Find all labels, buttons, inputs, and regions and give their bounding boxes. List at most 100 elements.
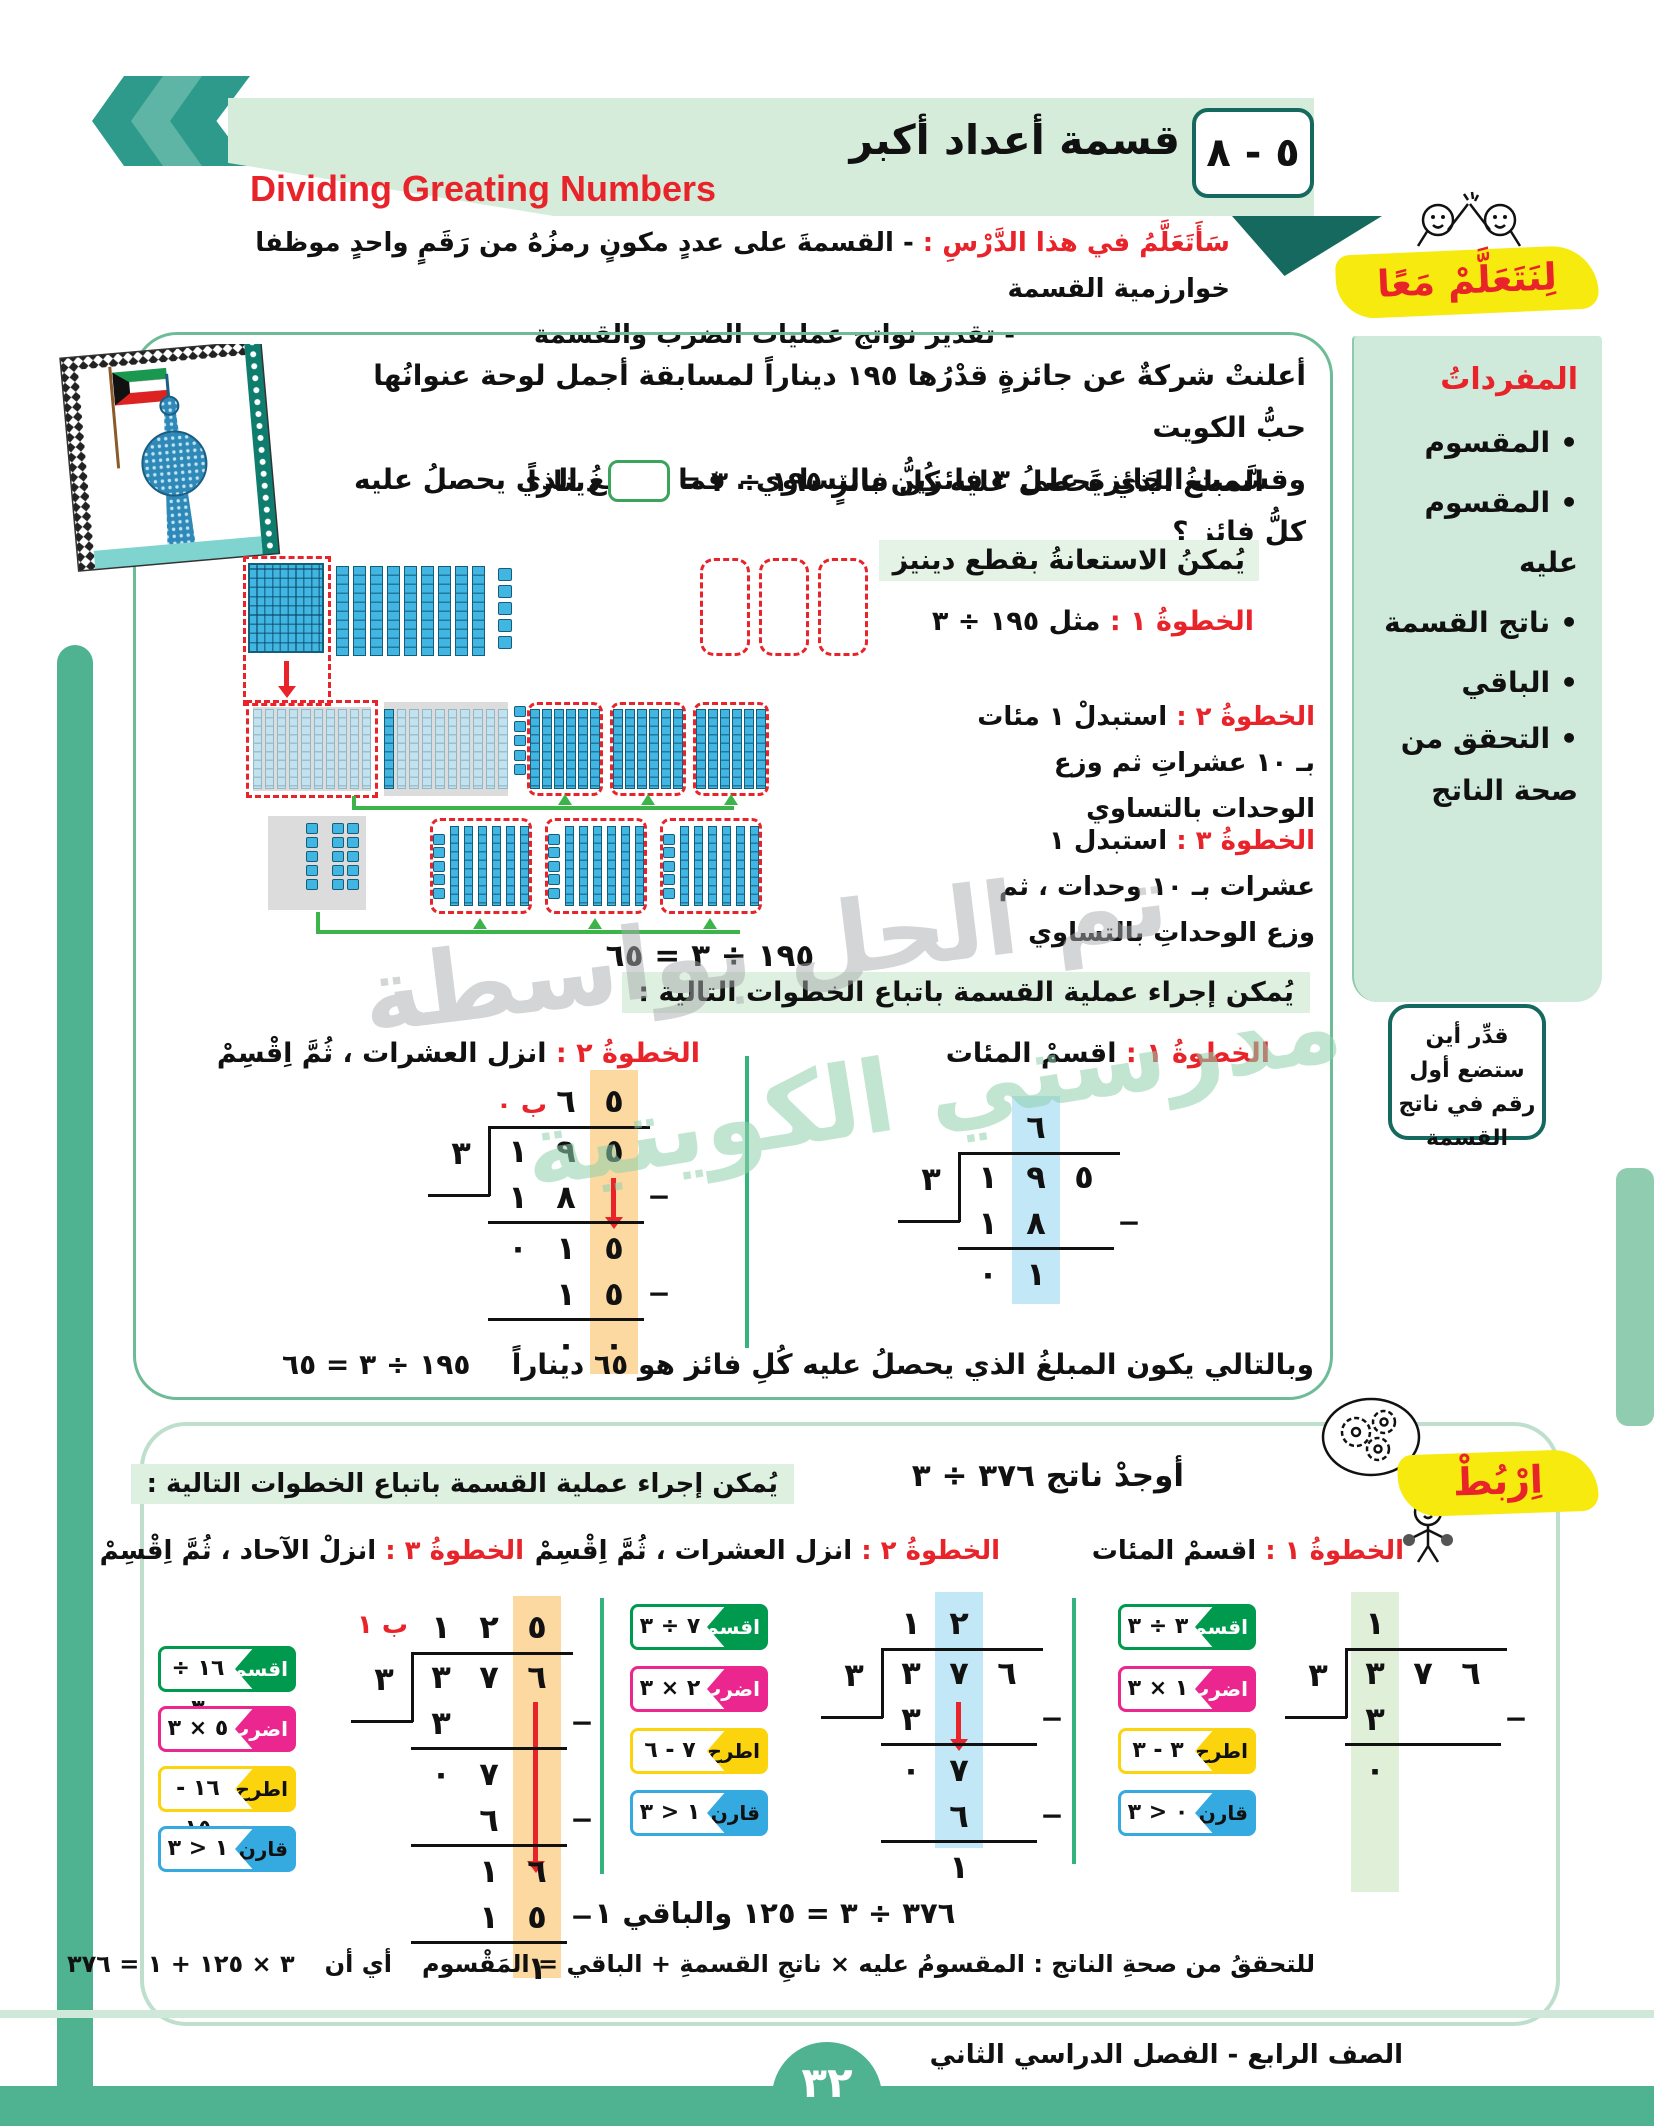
digit xyxy=(1399,1598,1447,1648)
units-cluster xyxy=(433,833,445,899)
divisor: ٣ xyxy=(374,1660,394,1698)
unit-cube xyxy=(347,823,359,834)
up-arrow-icon xyxy=(473,918,487,929)
footer-text: الصف الرابع - الفصل الدراسي الثاني xyxy=(929,2040,1403,2070)
minus-sign: − xyxy=(647,1180,671,1213)
vocab-item: •التحقق من صحة الناتج xyxy=(1400,722,1578,807)
problem-line-2: وقسَّمت الجَائزةَ على ٣ فائزين بالتساوي … xyxy=(354,463,1306,548)
vocab-item: •المقسوم xyxy=(1424,426,1578,459)
lesson-number-box: ٥ - ٨ xyxy=(1192,108,1314,198)
step-tag-compare: ١ < ٣ قارن xyxy=(158,1826,296,1872)
ten-rod xyxy=(498,709,509,789)
ten-rod xyxy=(404,566,417,656)
unit-cube xyxy=(663,874,675,885)
highlight-column xyxy=(1351,1592,1399,1892)
tip-text: قدِّر أين ستضع أول رقم في ناتج القسمة xyxy=(1398,1024,1536,1152)
check-connector: أي أن xyxy=(324,1950,392,1978)
ten-rod xyxy=(438,566,451,656)
blocks-step-3: الخطوةُ ٣ : استبدل ١ عشرات بـ ١٠ وحدات ،… xyxy=(998,826,1315,948)
ten-rod xyxy=(625,709,635,789)
divisor: ٣ xyxy=(921,1160,941,1198)
ten-rod xyxy=(455,566,468,656)
unit-cube xyxy=(332,879,344,890)
answer-box[interactable] xyxy=(607,460,670,502)
ten-rod xyxy=(422,709,432,789)
division-row: ١ ٥− xyxy=(494,1271,671,1317)
unit-cubes-column xyxy=(498,568,512,649)
ten-rod xyxy=(325,709,335,789)
connect-step-3-heading: الخطوةُ ٣ : انزلْ الآحاد ، ثُمَّ اِقْسِم… xyxy=(99,1536,524,1566)
division-row: ١ ٨− xyxy=(494,1174,671,1220)
division-row: ٠ xyxy=(1365,1751,1385,1789)
connect-prompt: أوجدْ ناتج ٣٧٦ ÷ ٣ xyxy=(911,1458,1184,1494)
remaining-tens-panel xyxy=(383,702,509,796)
bracket-line xyxy=(958,1152,1120,1155)
column-separator xyxy=(745,1056,749,1348)
vocabulary-title: المفرداتُ xyxy=(1440,362,1578,397)
ten-rod xyxy=(434,709,445,789)
unit-cube xyxy=(514,706,526,717)
ten-rod xyxy=(464,826,473,906)
objective-2: - تقدير نواتج عمليات الضرب والقسمة xyxy=(533,320,1015,350)
minus-sign: − xyxy=(1040,1702,1064,1735)
ten-rod xyxy=(607,826,616,906)
minus-sign: − xyxy=(647,1277,671,1310)
step-tag-divide: ٧ ÷ ٣ اقسم xyxy=(630,1604,768,1650)
division-row: ١ ٥− xyxy=(417,1894,594,1940)
ten-rod xyxy=(460,709,470,789)
ten-rod xyxy=(472,709,483,789)
minus-sign: − xyxy=(1040,1799,1064,1832)
empty-group-box xyxy=(759,558,809,656)
division-intro: يُمكن إجراء عملية القسمة باتباع الخطوات … xyxy=(622,972,1310,1013)
ten-rod xyxy=(530,709,540,789)
conclusion-text: وبالتالي يكون المبلغُ الذي يحصلُ عليه كُ… xyxy=(511,1348,1314,1381)
upper-step-1-heading: الخطوةُ ١ : اقسمْ المئات xyxy=(945,1038,1270,1069)
digit: ٢ xyxy=(479,1608,499,1646)
final-share-group xyxy=(660,818,762,914)
red-arrow-icon xyxy=(526,1702,545,1873)
ten-rod xyxy=(578,709,588,789)
ten-rod xyxy=(313,709,323,789)
footer-pale-line xyxy=(0,2010,1654,2018)
bracket-line xyxy=(1345,1648,1348,1718)
hundred-flat-box xyxy=(243,556,331,706)
digit xyxy=(983,1598,1031,1648)
check-line: للتحققُ من صحةِ الناتج : المقسومُ عليه ×… xyxy=(67,1950,1315,1978)
ten-rod xyxy=(337,709,347,789)
digit: ٥ xyxy=(527,1608,547,1646)
bracket-line xyxy=(881,1648,1043,1651)
units-cluster xyxy=(306,823,318,890)
ten-rod xyxy=(613,709,623,789)
learn-together-label: لِنَتَعَلَّمْ مَعًا xyxy=(1376,255,1558,306)
ten-rod xyxy=(621,826,630,906)
column-separator xyxy=(1072,1598,1076,1864)
blocks-result-equation: ١٩٥ ÷ ٣ = ٦٥ xyxy=(605,938,815,974)
ten-rod xyxy=(336,566,349,656)
bracket-line xyxy=(1345,1648,1507,1651)
up-arrow-icon xyxy=(558,794,572,805)
minus-sign: − xyxy=(1504,1702,1528,1735)
equation-prefix: المبلغُ الذي يَحصلُ عليه كُلُّ فائزٍ ١٩٥… xyxy=(677,464,1264,498)
final-share-group xyxy=(430,818,532,914)
digit xyxy=(964,1102,1012,1152)
unit-cube xyxy=(663,847,675,858)
ten-rod xyxy=(478,826,487,906)
division-row: ١ xyxy=(949,1848,969,1886)
left-edge-strip xyxy=(57,645,93,2126)
unit-cube xyxy=(498,602,512,615)
ten-rod xyxy=(694,826,703,906)
ten-rod xyxy=(590,709,600,789)
subtraction-line xyxy=(958,1247,1114,1250)
